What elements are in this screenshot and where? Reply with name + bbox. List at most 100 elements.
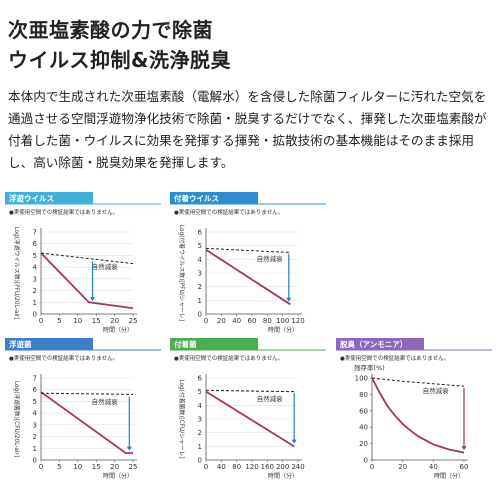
x-tick-label: 240 <box>291 463 304 471</box>
natural-decay-line <box>40 392 134 395</box>
x-tick-label: 10 <box>73 317 82 325</box>
x-tick-label: 80 <box>263 317 272 325</box>
y-tick-label: 0 <box>198 457 202 465</box>
y-tick-label: 4 <box>33 264 38 272</box>
description: 本体内で生成された次亜塩素酸（電解水）を含侵した除菌フィルターに汚れた空気を通過… <box>8 89 487 170</box>
header-bar <box>170 338 258 350</box>
x-tick-label: 60 <box>460 463 469 471</box>
x-tick-label: 25 <box>129 317 138 325</box>
x-tick-label: 160 <box>261 463 274 471</box>
y-tick-label: 0 <box>33 457 37 465</box>
x-axis-label: 時間（分） <box>434 472 464 480</box>
y-tick-label: 0 <box>364 457 368 465</box>
annotation: 自然減衰 <box>257 394 284 403</box>
y-axis-label: Log(浮遊ウイルス数)[PFU/20L-air] <box>13 226 21 319</box>
chart-title: 浮遊菌 <box>9 339 32 349</box>
y-tick-label: 6 <box>33 386 38 394</box>
natural-decay-line <box>40 252 134 265</box>
y-tick-label: 5 <box>33 398 37 406</box>
arrow-head <box>286 297 292 302</box>
chart-title: 浮遊ウイルス <box>9 193 54 203</box>
x-tick-label: 120 <box>291 317 304 325</box>
y-tick-label: 4 <box>33 410 38 418</box>
header-bar <box>5 338 93 350</box>
y-tick-label: 2 <box>198 429 202 437</box>
y-axis-label: Log(付着ウイルス数)[PFU/シャーレ] <box>178 225 186 321</box>
y-tick-label: 80 <box>359 391 368 399</box>
y-tick-label: 5 <box>33 252 37 260</box>
chart-title: 付着菌 <box>174 339 197 349</box>
x-axis-label: 時間（分） <box>268 326 298 334</box>
x-tick-label: 40 <box>232 317 241 325</box>
x-tick-label: 200 <box>276 463 289 471</box>
treated-line <box>40 391 133 454</box>
y-tick-label: 4 <box>198 256 203 264</box>
y-tick-label: 1 <box>198 297 202 305</box>
treated-line <box>40 252 134 310</box>
note: ●実使用空間での検証結果ではありません。 <box>174 208 283 216</box>
x-tick-label: 60 <box>248 317 257 325</box>
y-tick-label: 4 <box>198 402 203 410</box>
note: ●実使用空間での検証結果ではありません。 <box>9 354 118 362</box>
y-tick-label: 1 <box>198 443 202 451</box>
note: ●実使用空間での検証結果ではありません。 <box>174 354 283 362</box>
note: ●実使用空間での検証結果ではありません。 <box>340 354 449 362</box>
y-axis-label: 残存率(%) <box>354 363 385 372</box>
y-tick-label: 6 <box>33 240 38 248</box>
title: 次亜塩素酸の力で除菌 <box>8 18 213 42</box>
x-axis-label: 時間（分） <box>268 472 298 480</box>
x-tick-label: 0 <box>39 317 43 325</box>
title: ウイルス抑制&洗浄脱臭 <box>8 48 231 72</box>
y-tick-label: 60 <box>359 407 368 415</box>
annotation: 自然減衰 <box>423 386 450 395</box>
x-tick-label: 0 <box>204 463 208 471</box>
x-tick-label: 0 <box>39 463 43 471</box>
y-tick-label: 5 <box>198 242 202 250</box>
y-axis-label: Log(付着菌数)[CFU/シャーレ] <box>178 379 186 458</box>
natural-decay-line <box>371 377 465 387</box>
chart-title: 付着ウイルス <box>174 193 219 203</box>
y-tick-label: 7 <box>33 229 37 237</box>
arrow-head <box>90 297 96 302</box>
x-tick-label: 80 <box>232 463 241 471</box>
header-bar <box>336 338 424 350</box>
annotation: 自然減衰 <box>92 262 119 271</box>
x-tick-label: 100 <box>276 317 289 325</box>
annotation: 自然減衰 <box>92 397 119 406</box>
y-tick-label: 1 <box>33 299 37 307</box>
treated-line <box>371 377 465 454</box>
x-tick-label: 40 <box>429 463 438 471</box>
header-bar <box>5 192 93 204</box>
y-tick-label: 3 <box>198 270 202 278</box>
y-tick-label: 3 <box>33 421 37 429</box>
chart-title: 脱臭（アンモニア） <box>340 339 407 349</box>
x-axis-label: 時間（分） <box>103 326 133 334</box>
x-tick-label: 25 <box>129 463 138 471</box>
header-bar <box>170 192 258 204</box>
y-tick-label: 100 <box>355 375 368 383</box>
x-axis-label: 時間（分） <box>103 472 133 480</box>
natural-decay-line <box>205 247 291 253</box>
y-tick-label: 6 <box>198 375 203 383</box>
y-tick-label: 3 <box>33 275 37 283</box>
y-tick-label: 20 <box>359 440 368 448</box>
y-tick-label: 6 <box>198 229 203 237</box>
x-tick-label: 5 <box>57 463 61 471</box>
y-tick-label: 0 <box>198 311 202 319</box>
y-tick-label: 3 <box>198 416 202 424</box>
y-tick-label: 1 <box>33 445 37 453</box>
annotation: 自然減衰 <box>257 254 284 263</box>
x-tick-label: 40 <box>217 463 226 471</box>
y-axis-label: Log(浮遊菌数)[CFU/20L-air] <box>13 381 21 457</box>
treated-line <box>205 249 291 306</box>
y-tick-label: 2 <box>33 433 37 441</box>
x-tick-label: 120 <box>245 463 258 471</box>
y-tick-label: 5 <box>198 388 202 396</box>
x-tick-label: 0 <box>204 317 208 325</box>
x-tick-label: 0 <box>370 463 374 471</box>
x-tick-label: 20 <box>217 317 226 325</box>
treated-line <box>205 390 295 448</box>
y-tick-label: 2 <box>33 287 37 295</box>
